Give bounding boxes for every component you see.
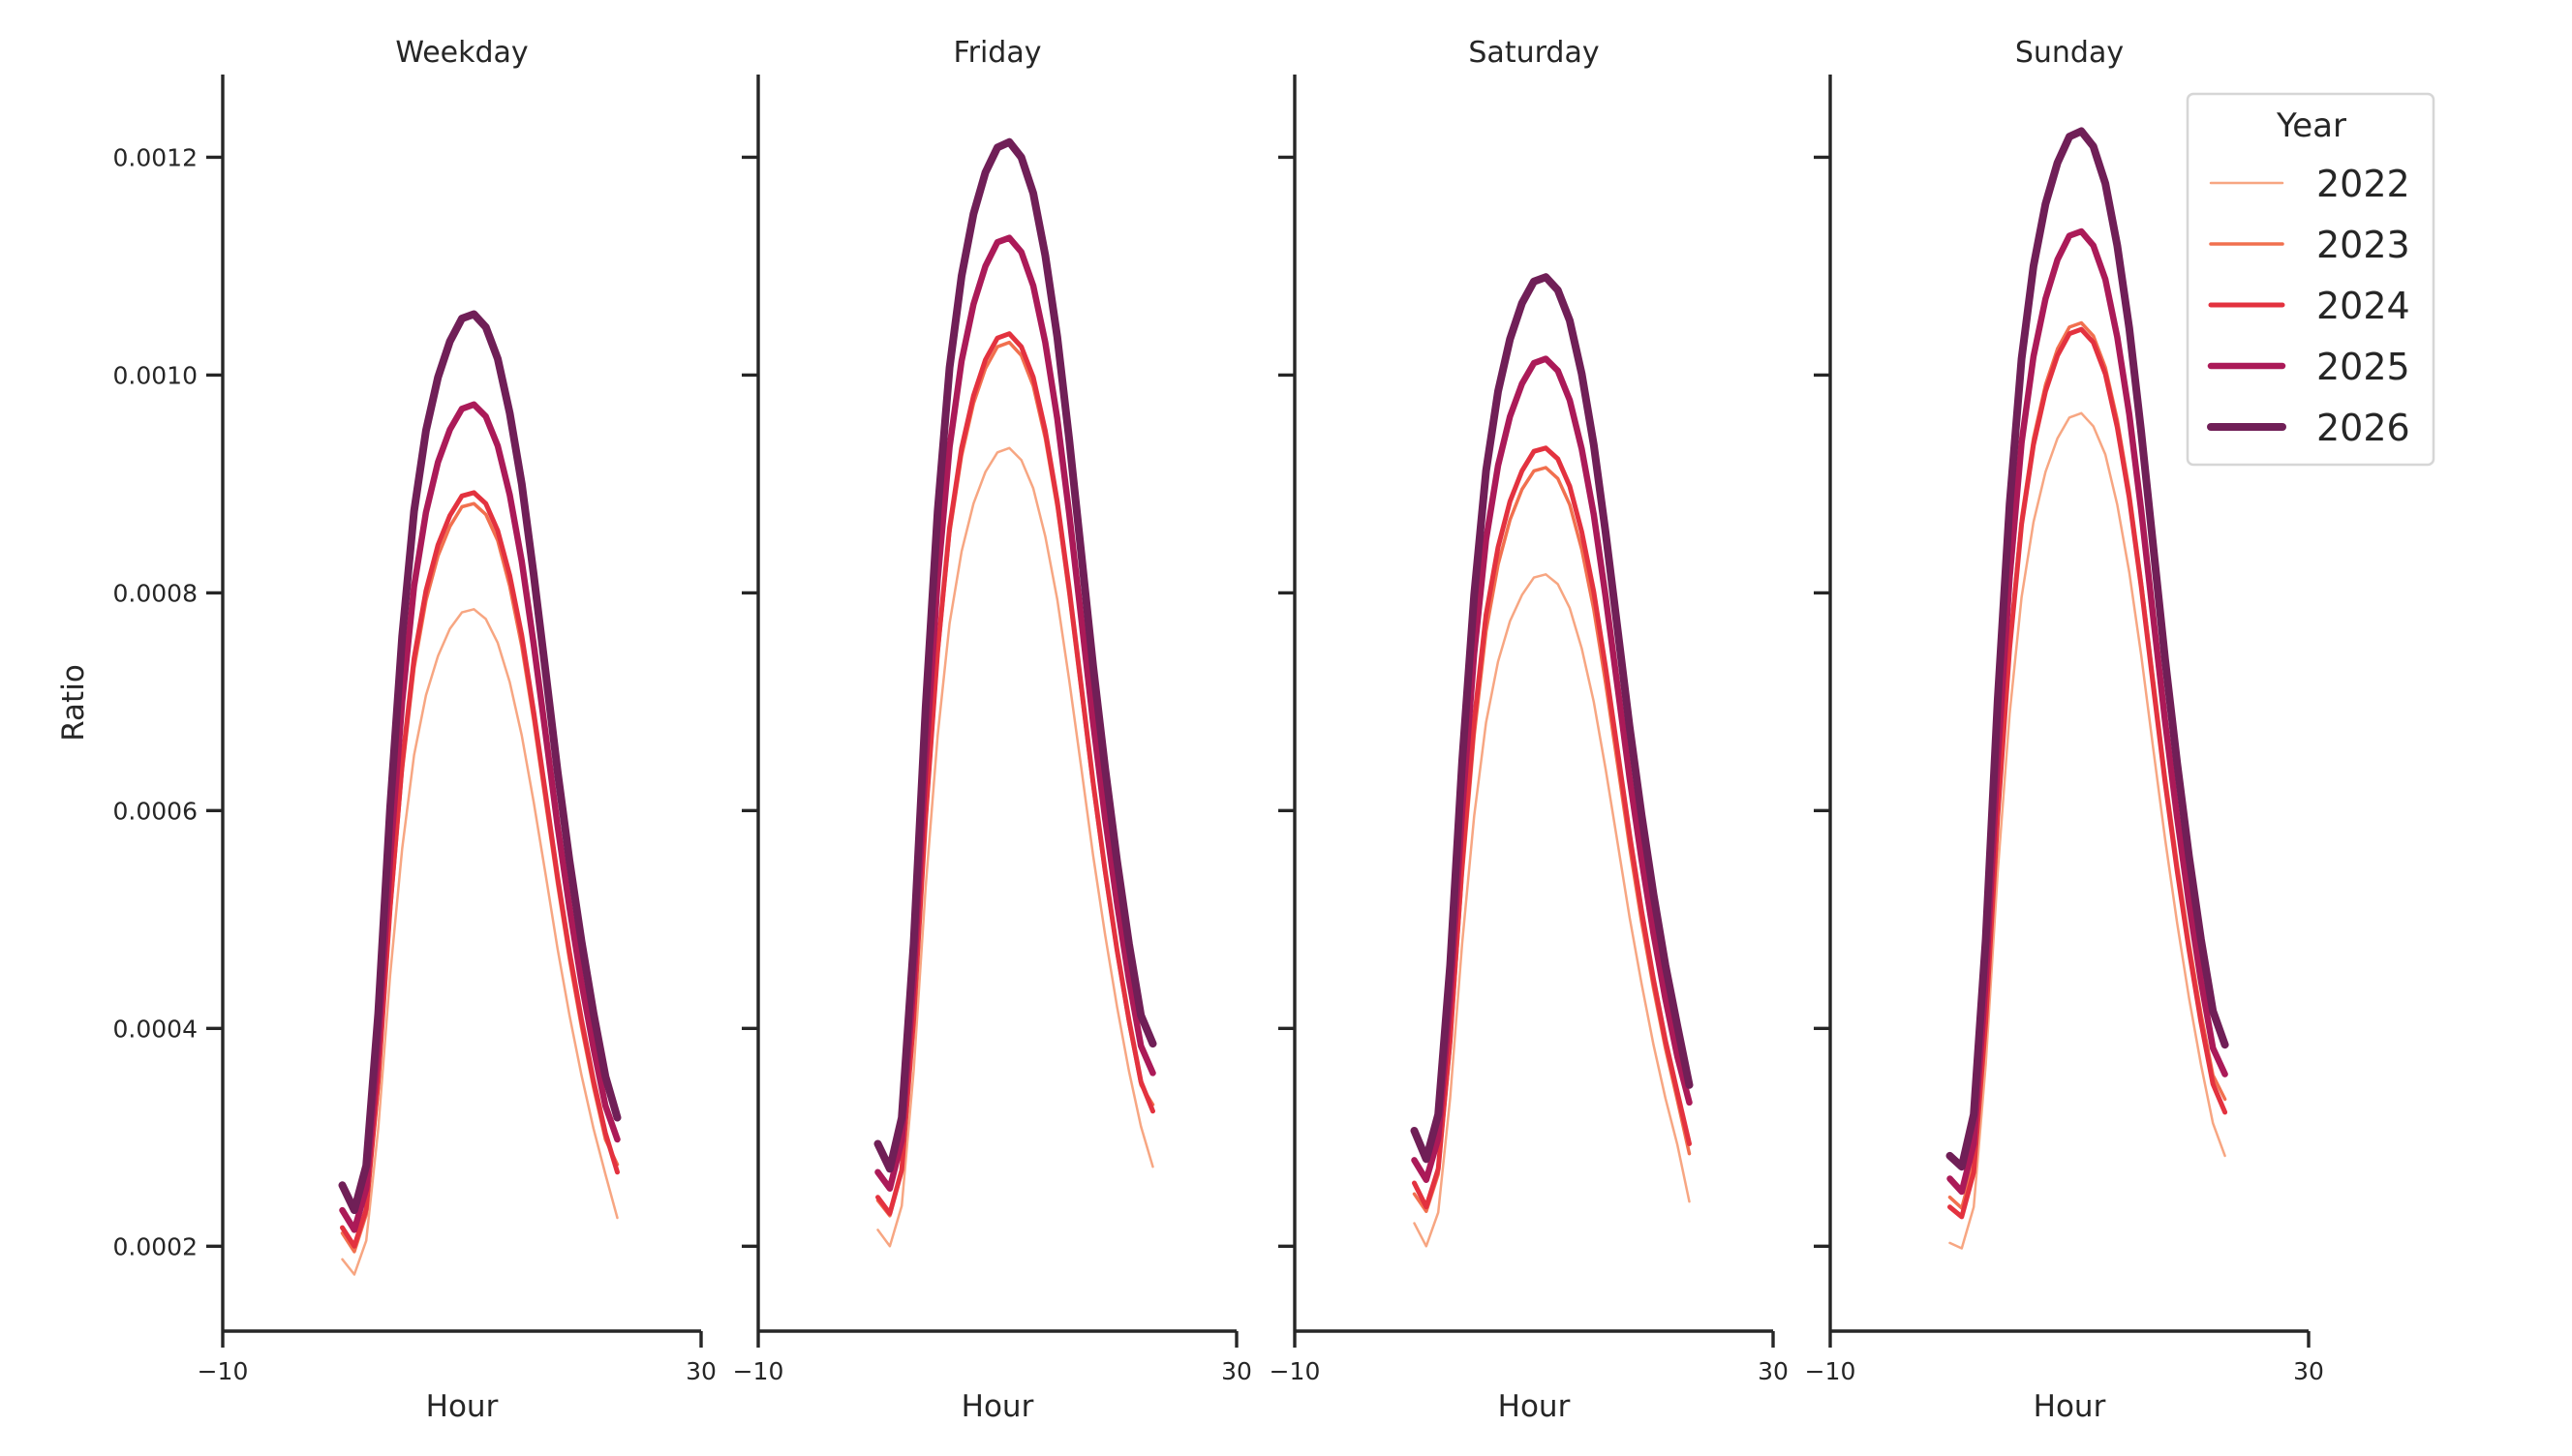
x-axis-label: Hour: [426, 1389, 499, 1424]
panel-title: Friday: [954, 36, 1042, 70]
series-line-2026: [1945, 127, 2229, 1171]
legend-label: 2026: [2316, 407, 2410, 449]
panel-title: Saturday: [1468, 36, 1599, 70]
x-tick-label: −10: [1805, 1357, 1856, 1385]
facet-panel-saturday: Saturday −10 30 Hour: [1270, 36, 1789, 1424]
x-tick-label: −10: [733, 1357, 784, 1385]
x-tick-label: 30: [2293, 1357, 2324, 1385]
x-tick-label: −10: [1270, 1357, 1321, 1385]
series-line-2022: [341, 608, 619, 1276]
x-tick-label: −10: [198, 1357, 249, 1385]
x-axis-label: Hour: [2034, 1389, 2106, 1424]
y-tick-label: 0.0002: [113, 1232, 198, 1260]
series-line-2025: [339, 401, 621, 1233]
series-line-2026: [1410, 273, 1694, 1164]
facet-panel-friday: Friday −10 30 Hour: [733, 36, 1252, 1424]
x-axis-label: Hour: [962, 1389, 1034, 1424]
legend: Year 2022 2023 2024 2025 2026: [2186, 92, 2435, 467]
y-tick-label: 0.0010: [113, 361, 198, 389]
y-tick-label: 0.0012: [113, 143, 198, 171]
series-line-2026: [338, 310, 622, 1215]
series-line-2022: [1413, 573, 1691, 1248]
legend-frame: [2186, 92, 2435, 467]
legend-label: 2023: [2316, 224, 2410, 266]
y-axis-label: Ratio: [56, 664, 91, 742]
y-tick-label: 0.0004: [113, 1015, 198, 1043]
x-tick-label: 30: [1221, 1357, 1252, 1385]
facet-panel-weekday: Weekday 0.0002 0.0004 0.0006 0.0008 0.0010 0.0…: [56, 36, 717, 1424]
y-tick-label: 0.0008: [113, 579, 198, 607]
legend-label: 2024: [2316, 285, 2410, 327]
facet-panel-sunday: Sunday −10 30 Hour: [1805, 36, 2324, 1424]
legend-label: 2022: [2316, 163, 2410, 205]
y-tick-label: 0.0006: [113, 797, 198, 825]
series-line-2026: [873, 137, 1157, 1173]
series-line-2025: [1946, 228, 2228, 1196]
legend-label: 2025: [2316, 346, 2410, 388]
series-line-2024: [1412, 445, 1692, 1210]
series-line-2025: [1411, 355, 1693, 1183]
x-tick-label: 30: [1758, 1357, 1789, 1385]
x-tick-label: 30: [686, 1357, 717, 1385]
legend-title: Year: [2276, 106, 2346, 145]
panel-title: Sunday: [2015, 36, 2124, 70]
panel-title: Weekday: [395, 36, 528, 70]
x-axis-label: Hour: [1498, 1389, 1571, 1424]
series-line-2022: [1948, 411, 2226, 1250]
series-line-2022: [876, 446, 1154, 1248]
series-line-2025: [874, 234, 1156, 1192]
